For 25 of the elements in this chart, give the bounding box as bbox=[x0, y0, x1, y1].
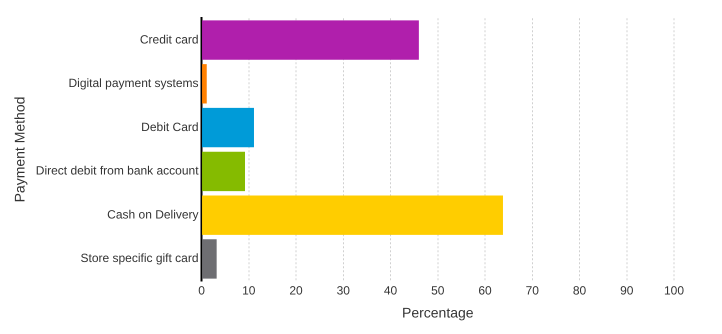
y-tick-label: Cash on Delivery bbox=[107, 207, 199, 222]
x-axis-title: Percentage bbox=[402, 304, 474, 320]
x-tick-label: 40 bbox=[384, 283, 398, 298]
x-tick-label: 100 bbox=[664, 283, 684, 298]
x-tick-label: 90 bbox=[620, 283, 634, 298]
y-tick-label: Debit Card bbox=[141, 120, 199, 134]
y-tick-label: Digital payment systems bbox=[68, 76, 199, 90]
x-tick-label: 70 bbox=[526, 283, 540, 298]
bar bbox=[202, 152, 246, 192]
y-tick-label: Direct debit from bank account bbox=[36, 164, 200, 178]
x-tick-label: 20 bbox=[289, 283, 304, 298]
y-axis-title: Payment Method bbox=[11, 96, 28, 202]
x-tick-label: 80 bbox=[572, 283, 587, 298]
x-tick-label: 30 bbox=[336, 283, 350, 298]
x-tick-label: 10 bbox=[242, 283, 256, 298]
bar bbox=[202, 195, 503, 235]
x-tick-label: 50 bbox=[431, 283, 445, 298]
x-tick-label: 60 bbox=[478, 283, 492, 298]
bar bbox=[202, 108, 254, 148]
bar bbox=[202, 239, 217, 279]
bar bbox=[202, 20, 419, 60]
y-tick-label: Store specific gift card bbox=[80, 251, 199, 266]
x-tick-label: 0 bbox=[198, 283, 206, 298]
bar bbox=[202, 64, 207, 104]
y-tick-label: Credit card bbox=[140, 32, 199, 46]
